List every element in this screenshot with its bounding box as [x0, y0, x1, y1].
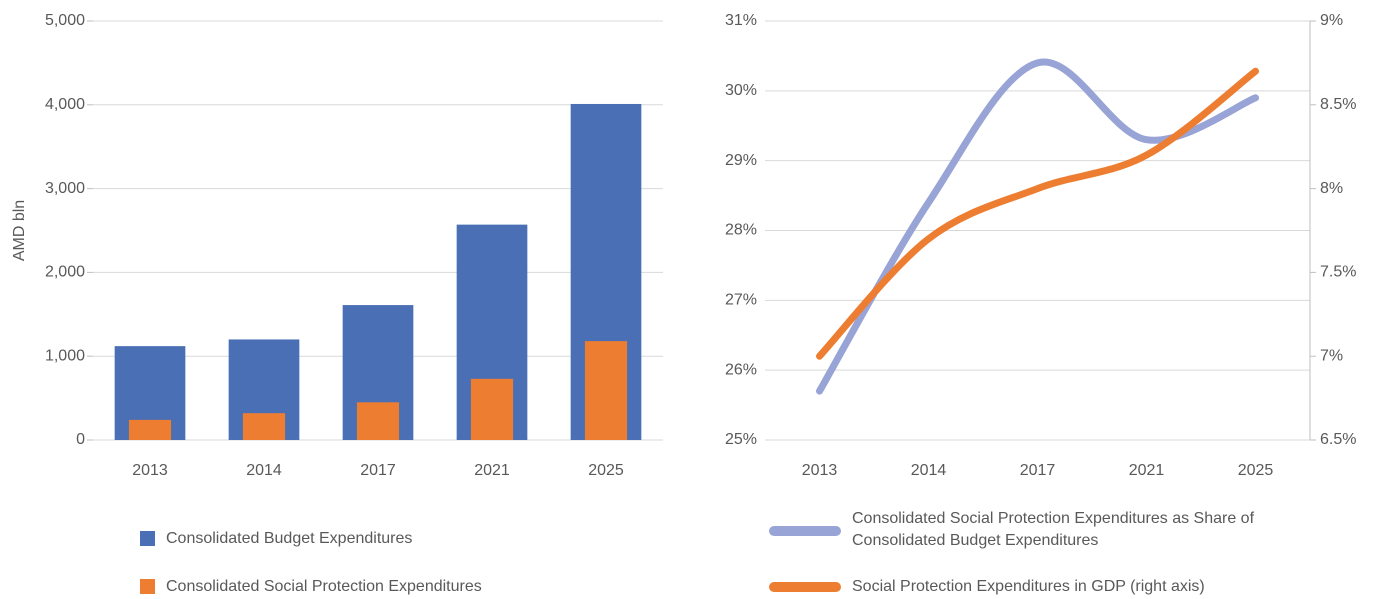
y-tick-label: 1,000	[45, 347, 85, 364]
x-tick-label: 2017	[1020, 462, 1056, 479]
y-tick-label: 4,000	[45, 96, 85, 113]
y-tick-label: 3,000	[45, 180, 85, 197]
x-tick-label: 2013	[132, 462, 168, 479]
y-tick-label: 7.5%	[1320, 264, 1356, 281]
legend-swatch	[140, 579, 155, 594]
y-tick-label: 8%	[1320, 180, 1343, 197]
legend-label: Social Protection Expenditures in GDP (r…	[852, 578, 1205, 595]
y-tick-label: 5,000	[45, 12, 85, 29]
x-tick-label: 2025	[1238, 462, 1274, 479]
x-tick-label: 2021	[474, 462, 510, 479]
x-tick-label: 2013	[802, 462, 838, 479]
x-tick-label: 2017	[360, 462, 396, 479]
legend-label: Consolidated Social Protection Expenditu…	[166, 578, 482, 595]
bar	[584, 341, 628, 440]
y-tick-label: 28%	[725, 222, 757, 239]
x-tick-label: 2014	[911, 462, 947, 479]
legend-label: Consolidated Budget Expenditures	[166, 530, 413, 547]
x-tick-label: 2025	[588, 462, 624, 479]
x-tick-label: 2021	[1129, 462, 1165, 479]
y-tick-label: 9%	[1320, 12, 1343, 29]
y-tick-label: 6.5%	[1320, 431, 1356, 448]
bar	[128, 419, 172, 440]
legend-label: Consolidated Social Protection Expenditu…	[852, 510, 1255, 549]
y-tick-label: 29%	[725, 152, 757, 169]
line	[816, 58, 1259, 395]
line	[816, 67, 1259, 360]
y-tick-label: 31%	[725, 12, 757, 29]
bar	[242, 413, 286, 440]
y-tick-label: 0	[76, 431, 85, 448]
x-tick-label: 2014	[246, 462, 282, 479]
legend-swatch	[140, 531, 155, 546]
y-tick-label: 8.5%	[1320, 96, 1356, 113]
y-axis-label: AMD bln	[11, 200, 28, 261]
bar	[356, 402, 400, 440]
y-tick-label: 7%	[1320, 347, 1343, 364]
y-tick-label: 25%	[725, 431, 757, 448]
y-tick-label: 2,000	[45, 264, 85, 281]
y-tick-label: 27%	[725, 292, 757, 309]
y-tick-label: 30%	[725, 82, 757, 99]
bar	[470, 378, 514, 440]
y-tick-label: 26%	[725, 361, 757, 378]
